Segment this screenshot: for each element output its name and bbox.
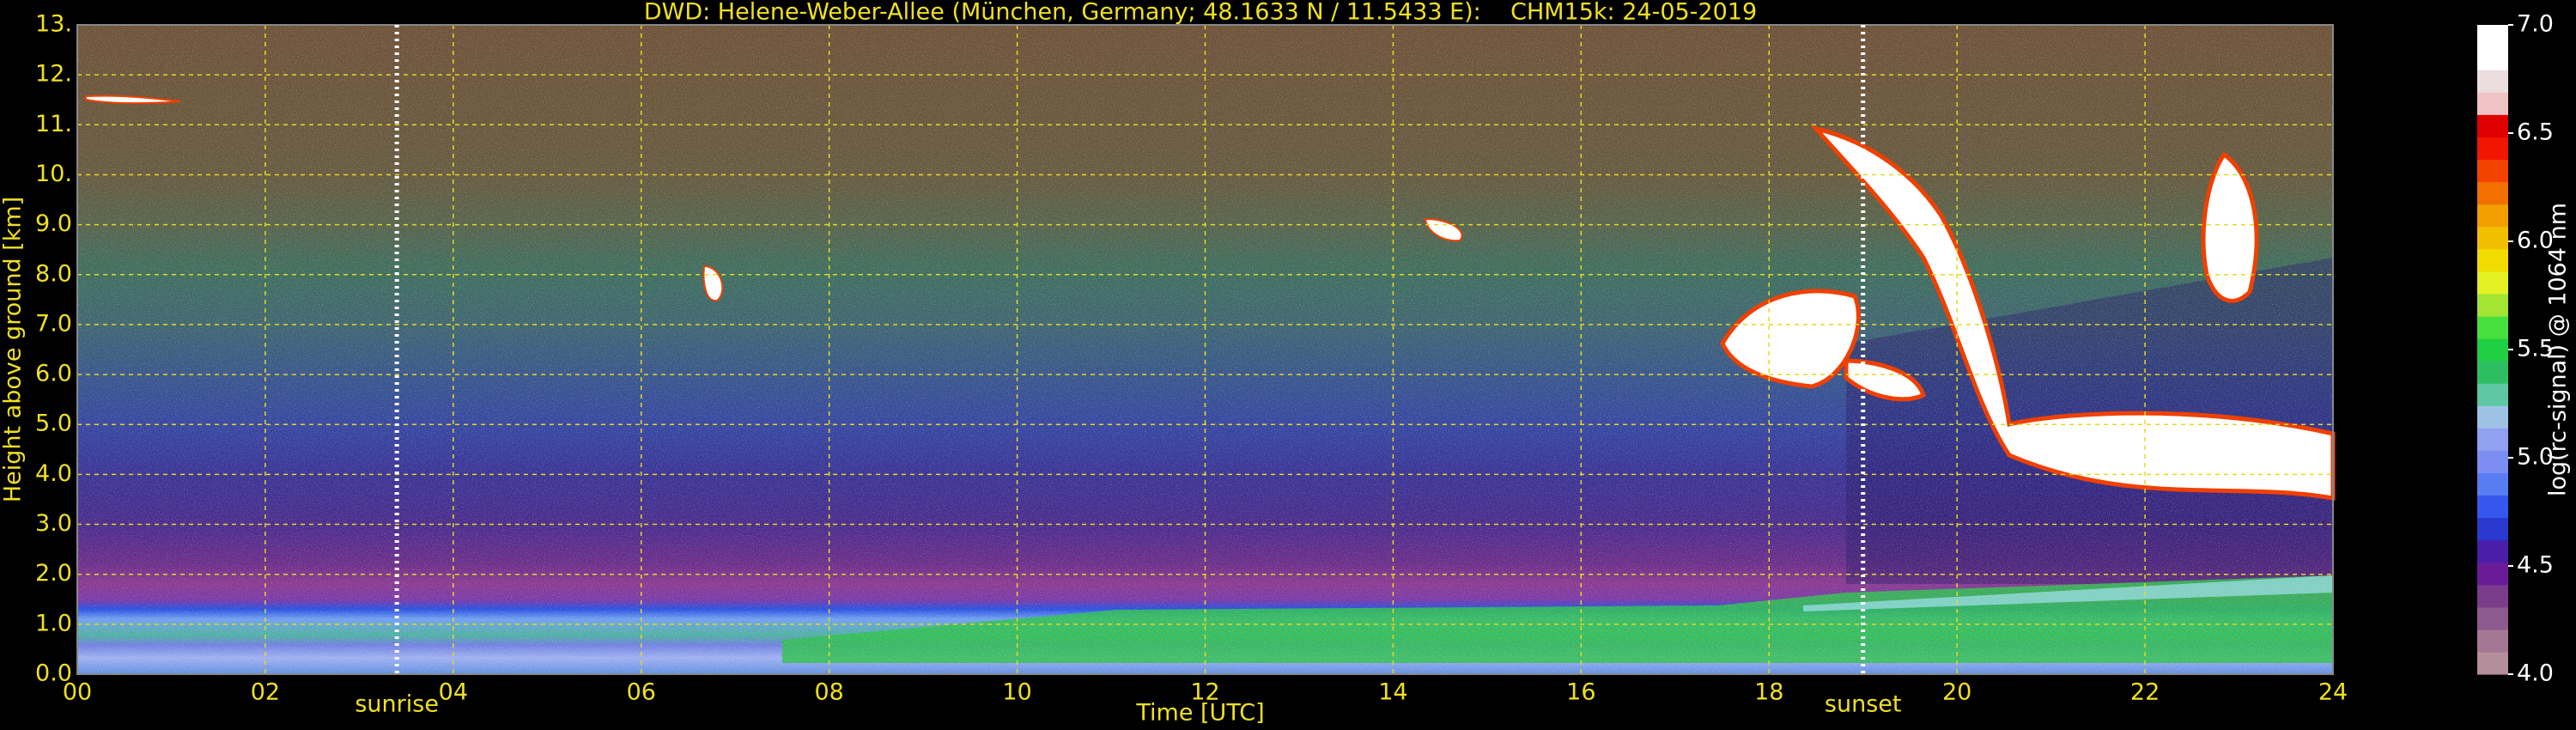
y-tick-label: 0.0	[35, 660, 72, 687]
colorbar-cell	[2477, 70, 2508, 93]
y-tick-label: 7.0	[35, 310, 72, 337]
colorbar-cell	[2477, 338, 2508, 362]
colorbar-cell	[2477, 629, 2508, 653]
y-tick-label: 6.0	[35, 361, 72, 387]
colorbar-cell	[2477, 584, 2508, 608]
colorbar-cell	[2477, 405, 2508, 429]
plot-frame	[76, 24, 2334, 675]
colorbar-cell	[2477, 181, 2508, 205]
colorbar-cell	[2477, 204, 2508, 228]
colorbar-cell	[2477, 361, 2508, 384]
y-tick-label: 9.0	[35, 210, 72, 237]
y-tick-label: 1.0	[35, 610, 72, 636]
colorbar-tick-label: 5.5	[2517, 336, 2554, 362]
x-tick-label: 24	[2318, 679, 2348, 706]
y-tick-label: 11.	[35, 111, 72, 137]
y-tick-label: 10.	[35, 161, 72, 187]
grid	[76, 24, 2334, 675]
y-tick-label: 5.0	[35, 411, 72, 437]
colorbar-cell	[2477, 651, 2508, 675]
colorbar-tick-label: 4.5	[2517, 552, 2554, 579]
annotation-label: sunrise	[355, 691, 439, 718]
x-tick-label: 04	[439, 679, 468, 706]
x-tick-label: 18	[1754, 679, 1783, 706]
colorbar-cell	[2477, 606, 2508, 630]
colorbar-cell	[2477, 159, 2508, 183]
colorbar-label: log(rc-signal) @ 1064 nm	[2545, 203, 2572, 496]
x-tick-label: 08	[814, 679, 843, 706]
x-tick-label: 16	[1566, 679, 1595, 706]
chart-title: DWD: Helene-Weber-Allee (München, German…	[644, 0, 1757, 26]
colorbar-cell	[2477, 25, 2508, 48]
colorbar-tick-label: 7.0	[2517, 11, 2554, 38]
colorbar-cell	[2477, 517, 2508, 541]
colorbar-cell	[2477, 539, 2508, 563]
y-tick-label: 4.0	[35, 460, 72, 487]
colorbar-cell	[2477, 226, 2508, 250]
colorbar-cell	[2477, 383, 2508, 406]
x-tick-label: 14	[1378, 679, 1407, 706]
y-axis-label: Height above ground [km]	[0, 197, 27, 502]
x-tick-label: 20	[1942, 679, 1971, 706]
colorbar-cell	[2477, 47, 2508, 70]
colorbar-cell	[2477, 450, 2508, 473]
x-tick-label: 06	[627, 679, 656, 706]
y-tick-label: 3.0	[35, 510, 72, 537]
colorbar-cell	[2477, 293, 2508, 317]
x-tick-label: 10	[1002, 679, 1031, 706]
colorbar-tick-label: 4.0	[2517, 660, 2554, 687]
colorbar-cell	[2477, 562, 2508, 586]
colorbar-cell	[2477, 137, 2508, 161]
x-tick-label: 00	[63, 679, 92, 706]
colorbar-cell	[2477, 114, 2508, 137]
y-tick-label: 13.	[35, 11, 72, 38]
colorbar-cell	[2477, 472, 2508, 496]
y-tick-label: 12.	[35, 61, 72, 88]
colorbar-cell	[2477, 248, 2508, 272]
colorbar-tick-label: 6.0	[2517, 228, 2554, 254]
colorbar-cell	[2477, 271, 2508, 295]
x-axis-label: Time [UTC]	[1135, 700, 1264, 727]
y-tick-label: 2.0	[35, 560, 72, 587]
x-tick-label: 02	[251, 679, 280, 706]
colorbar-cell	[2477, 315, 2508, 339]
x-tick-label: 22	[2130, 679, 2160, 706]
colorbar-tick-label: 6.5	[2517, 119, 2554, 146]
colorbar-tick-label: 5.0	[2517, 444, 2554, 471]
x-tick-label: 12	[1190, 679, 1219, 706]
colorbar-cell	[2477, 428, 2508, 451]
colorbar-cell	[2477, 92, 2508, 115]
y-tick-label: 8.0	[35, 260, 72, 287]
annotation-label: sunset	[1825, 691, 1902, 718]
colorbar-cell	[2477, 495, 2508, 519]
